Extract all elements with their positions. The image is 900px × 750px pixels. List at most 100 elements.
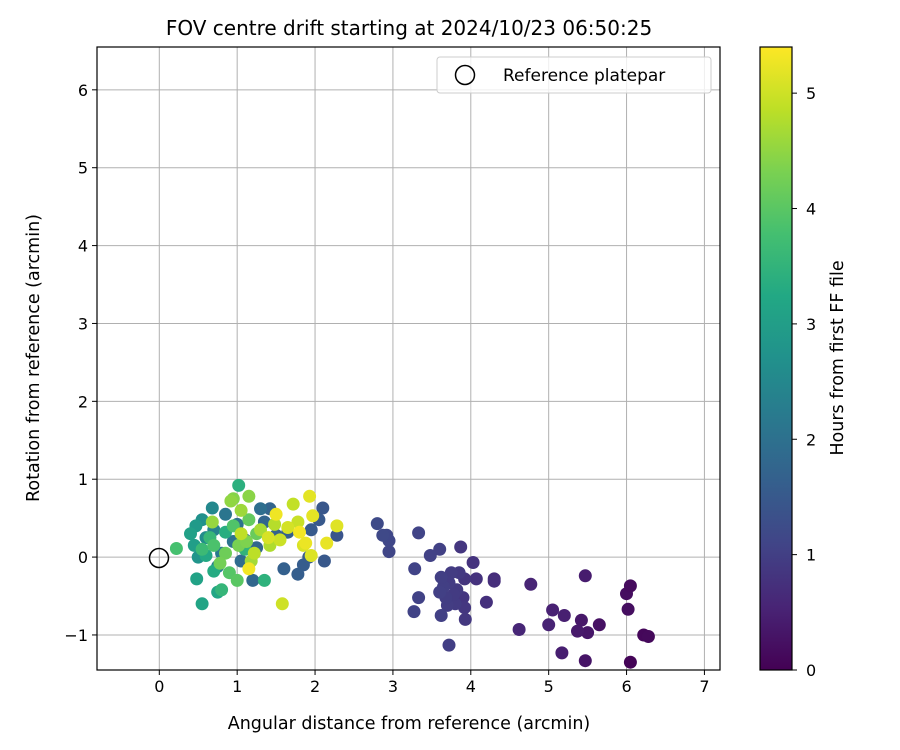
colorbar-ticks: 0 1 2 3 4 5 [792, 84, 816, 680]
data-point [303, 489, 317, 503]
data-points [169, 478, 655, 669]
data-point [592, 618, 606, 632]
y-tick-label: 1 [78, 470, 88, 489]
legend-label: Reference platepar [503, 66, 665, 86]
colorbar-tick-label: 0 [806, 661, 816, 680]
data-point [213, 556, 227, 570]
data-point [281, 521, 295, 534]
data-point [434, 570, 448, 584]
data-point [242, 513, 256, 527]
data-point [291, 515, 305, 529]
data-point [224, 494, 238, 508]
data-point [215, 583, 229, 597]
data-point [234, 527, 248, 541]
data-point [316, 501, 330, 515]
data-point [330, 528, 344, 542]
y-tick-label: −1 [64, 626, 88, 645]
data-point [219, 507, 232, 521]
data-point [195, 542, 209, 556]
data-point [412, 526, 426, 540]
data-point [412, 591, 426, 605]
data-point [423, 549, 437, 562]
data-point [623, 579, 637, 593]
data-point [376, 528, 390, 542]
data-point [291, 567, 305, 581]
data-point [242, 562, 256, 576]
data-point [512, 623, 526, 636]
data-point [304, 523, 318, 537]
plot-frame [96, 46, 721, 671]
data-point [286, 497, 300, 511]
data-point [184, 527, 197, 541]
data-point [571, 624, 584, 638]
x-tick-label: 7 [699, 677, 709, 696]
data-point [277, 562, 291, 576]
reference-platepar-marker [148, 547, 170, 569]
data-point [623, 655, 637, 669]
x-tick-label: 0 [154, 677, 164, 696]
chart-title: FOV centre drift starting at 2024/10/23 … [166, 16, 652, 40]
data-point [275, 597, 289, 611]
data-point [466, 556, 480, 569]
data-point [546, 603, 560, 617]
y-axis-ticks: −1 0 1 2 3 4 5 6 [64, 81, 97, 645]
colorbar-tick-label: 2 [806, 430, 816, 449]
data-point [479, 595, 493, 609]
data-point [304, 549, 318, 562]
y-axis-label: Rotation from reference (arcmin) [24, 214, 44, 502]
legend-box [436, 56, 712, 94]
data-point [254, 502, 267, 516]
x-axis-ticks: 0 1 2 3 4 5 6 7 [154, 670, 710, 696]
data-point [408, 562, 422, 576]
x-axis-label: Angular distance from reference (arcmin) [228, 714, 591, 734]
colorbar-tick-label: 5 [806, 84, 816, 103]
y-tick-label: 5 [78, 159, 88, 178]
data-point [621, 602, 635, 616]
data-point [578, 654, 592, 668]
data-point [442, 638, 456, 652]
data-point [306, 509, 320, 523]
data-point [469, 572, 483, 586]
data-point [320, 536, 334, 550]
data-point [205, 501, 219, 515]
data-point [557, 609, 571, 622]
data-point [330, 519, 344, 533]
data-point [230, 573, 244, 587]
data-point [273, 533, 287, 547]
data-point [261, 531, 275, 545]
data-point [574, 613, 588, 627]
legend: Reference platepar [436, 56, 712, 94]
data-point [205, 515, 219, 529]
data-point [555, 646, 569, 660]
data-point [641, 630, 655, 643]
data-point [169, 542, 183, 555]
data-point [195, 597, 209, 611]
data-point [542, 618, 556, 632]
grid-lines [97, 47, 720, 670]
data-point [578, 569, 592, 583]
y-tick-label: 4 [78, 237, 88, 256]
x-tick-label: 4 [466, 677, 476, 696]
x-tick-label: 3 [388, 677, 398, 696]
data-point [458, 612, 472, 626]
data-point [234, 503, 248, 517]
x-tick-label: 1 [232, 677, 242, 696]
data-point [444, 566, 458, 580]
x-tick-label: 6 [621, 677, 631, 696]
data-point [524, 577, 538, 591]
legend-open-circle-icon [454, 64, 476, 86]
data-point [370, 517, 384, 531]
data-point [382, 545, 396, 559]
data-point [207, 538, 221, 552]
data-point [268, 517, 282, 531]
data-point [454, 540, 468, 554]
colorbar-tick-label: 4 [806, 200, 816, 219]
x-tick-label: 2 [310, 677, 320, 696]
data-point [407, 605, 421, 619]
y-tick-label: 6 [78, 81, 88, 100]
data-point [487, 574, 501, 588]
data-point [293, 525, 306, 539]
data-point [246, 573, 260, 587]
x-tick-label: 5 [544, 677, 554, 696]
